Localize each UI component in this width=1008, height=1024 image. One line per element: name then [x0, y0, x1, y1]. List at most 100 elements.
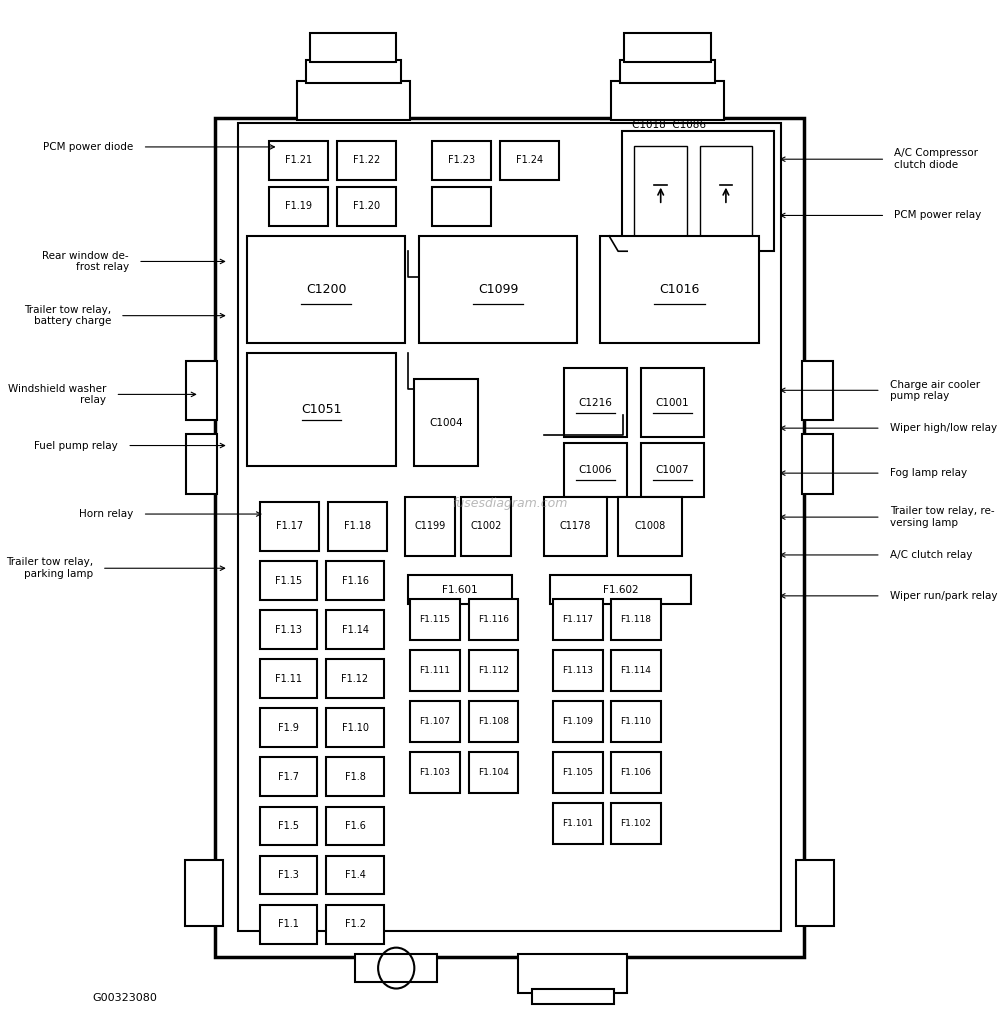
Bar: [611, 82, 724, 121]
Bar: [260, 610, 318, 649]
Text: Trailer tow relay,
battery charge: Trailer tow relay, battery charge: [24, 305, 111, 327]
Bar: [563, 368, 627, 437]
Text: C1178: C1178: [559, 521, 592, 531]
Bar: [641, 368, 705, 437]
Text: F1.105: F1.105: [562, 768, 594, 777]
Text: A/C clutch relay: A/C clutch relay: [890, 550, 973, 560]
Bar: [553, 804, 603, 845]
Bar: [327, 659, 383, 698]
Bar: [329, 502, 387, 551]
Text: F1.106: F1.106: [620, 768, 651, 777]
Text: F1.101: F1.101: [562, 819, 594, 828]
Text: Trailer tow relay,
parking lamp: Trailer tow relay, parking lamp: [6, 557, 93, 579]
Bar: [260, 856, 318, 894]
Bar: [327, 758, 383, 797]
Text: F1.24: F1.24: [516, 156, 543, 165]
Bar: [356, 953, 437, 982]
Bar: [327, 561, 383, 600]
Bar: [247, 353, 396, 466]
Bar: [611, 804, 660, 845]
Bar: [310, 34, 396, 62]
Bar: [469, 650, 518, 691]
Bar: [563, 443, 627, 497]
Bar: [338, 186, 396, 225]
Text: F1.22: F1.22: [353, 156, 380, 165]
Text: F1.114: F1.114: [620, 666, 651, 675]
Bar: [553, 650, 603, 691]
Bar: [269, 186, 329, 225]
Bar: [260, 502, 320, 551]
Text: F1.107: F1.107: [419, 717, 451, 726]
Text: F1.111: F1.111: [419, 666, 451, 675]
Text: Windshield washer
relay: Windshield washer relay: [8, 384, 107, 406]
Text: F1.23: F1.23: [449, 156, 476, 165]
Bar: [410, 599, 460, 640]
Text: F1.14: F1.14: [342, 625, 369, 635]
Text: PCM power relay: PCM power relay: [894, 211, 982, 220]
Text: C1099: C1099: [478, 283, 518, 296]
Bar: [611, 701, 660, 742]
Text: Fog lamp relay: Fog lamp relay: [890, 468, 967, 478]
Bar: [186, 434, 217, 494]
Text: C1002: C1002: [471, 521, 502, 531]
Text: F1.15: F1.15: [275, 575, 302, 586]
Text: Wiper high/low relay: Wiper high/low relay: [890, 423, 997, 433]
Text: Charge air cooler
pump relay: Charge air cooler pump relay: [890, 380, 980, 401]
Text: C1200: C1200: [305, 283, 347, 296]
Text: F1.19: F1.19: [285, 202, 312, 211]
Bar: [327, 610, 383, 649]
Text: F1.6: F1.6: [345, 821, 366, 830]
Bar: [408, 575, 512, 604]
Text: C1051: C1051: [301, 403, 342, 416]
Text: G00323080: G00323080: [93, 992, 157, 1002]
Bar: [641, 443, 705, 497]
Text: C1004: C1004: [429, 418, 463, 428]
Text: F1.12: F1.12: [342, 674, 369, 684]
Text: F1.116: F1.116: [478, 614, 509, 624]
Bar: [260, 561, 318, 600]
Text: Wiper run/park relay: Wiper run/park relay: [890, 591, 997, 601]
Text: F1.18: F1.18: [344, 521, 371, 531]
Text: F1.601: F1.601: [443, 585, 478, 595]
Bar: [338, 140, 396, 179]
Text: C1216: C1216: [579, 397, 613, 408]
Bar: [260, 709, 318, 748]
Text: C1001: C1001: [655, 397, 689, 408]
Bar: [469, 701, 518, 742]
Bar: [327, 856, 383, 894]
Bar: [600, 236, 758, 343]
Text: F1.115: F1.115: [419, 614, 451, 624]
Bar: [795, 860, 834, 926]
Text: F1.4: F1.4: [345, 870, 366, 880]
Bar: [802, 360, 833, 420]
Text: F1.602: F1.602: [603, 585, 638, 595]
Bar: [625, 34, 711, 62]
Bar: [419, 236, 578, 343]
Bar: [414, 379, 478, 466]
Bar: [518, 953, 627, 992]
Text: F1.11: F1.11: [275, 674, 302, 684]
Text: C1007: C1007: [655, 465, 689, 475]
Text: C1006: C1006: [579, 465, 612, 475]
Text: C1199: C1199: [414, 521, 446, 531]
Bar: [410, 650, 460, 691]
Text: Fuel pump relay: Fuel pump relay: [34, 440, 118, 451]
Bar: [185, 860, 223, 926]
Text: F1.16: F1.16: [342, 575, 369, 586]
Text: F1.103: F1.103: [419, 768, 451, 777]
Text: F1.104: F1.104: [478, 768, 509, 777]
Text: F1.9: F1.9: [278, 723, 299, 733]
Bar: [620, 60, 715, 83]
Bar: [469, 753, 518, 794]
Text: Rear window de-
frost relay: Rear window de- frost relay: [42, 251, 129, 272]
Text: F1.7: F1.7: [278, 772, 299, 782]
Bar: [269, 140, 329, 179]
Text: F1.117: F1.117: [562, 614, 594, 624]
Text: F1.108: F1.108: [478, 717, 509, 726]
Bar: [432, 186, 491, 225]
Bar: [622, 131, 774, 251]
Bar: [432, 140, 491, 179]
Bar: [410, 701, 460, 742]
Bar: [469, 599, 518, 640]
Text: F1.112: F1.112: [478, 666, 509, 675]
